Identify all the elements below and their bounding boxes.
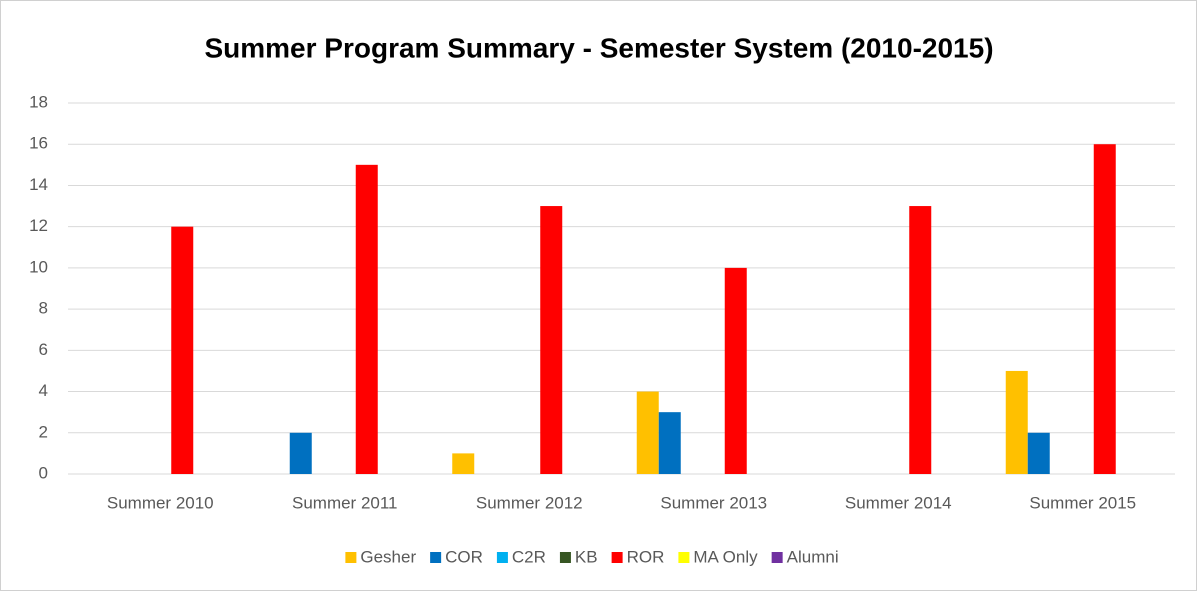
x-tick-label: Summer 2013 [660, 493, 767, 512]
y-tick-label: 2 [39, 422, 48, 441]
legend-swatch [345, 552, 357, 563]
y-tick-label: 10 [29, 257, 48, 276]
legend-swatch [430, 552, 442, 563]
y-tick-label: 12 [29, 216, 48, 235]
legend-label: MA Only [693, 547, 758, 566]
legend-swatch [496, 552, 508, 563]
y-tick-label: 16 [29, 134, 48, 153]
legend-swatch [611, 552, 623, 563]
bar [636, 391, 659, 474]
bar [1027, 432, 1050, 474]
y-tick-label: 8 [39, 299, 48, 318]
y-tick-label: 14 [29, 175, 48, 194]
bar [355, 164, 378, 475]
y-tick-label: 18 [29, 92, 48, 111]
legend-swatch [771, 552, 783, 563]
x-tick-label: Summer 2011 [292, 493, 398, 512]
x-tick-label: Summer 2015 [1029, 493, 1136, 512]
legend-label: ROR [627, 547, 665, 566]
y-tick-label: 4 [39, 381, 48, 400]
bar [724, 267, 747, 474]
bar [171, 226, 194, 474]
legend-label: KB [575, 547, 598, 566]
legend-swatch [559, 552, 571, 563]
legend-label: COR [445, 547, 483, 566]
bar [289, 432, 312, 474]
bar [1093, 144, 1116, 474]
chart-title: Summer Program Summary - Semester System… [204, 32, 993, 63]
legend-label: Alumni [787, 547, 839, 566]
bar [909, 206, 932, 475]
x-tick-label: Summer 2012 [476, 493, 583, 512]
legend-label: Gesher [360, 547, 416, 566]
y-tick-label: 6 [39, 340, 48, 359]
x-tick-label: Summer 2010 [107, 493, 214, 512]
y-tick-label: 0 [39, 463, 48, 482]
x-tick-label: Summer 2014 [845, 493, 952, 512]
bar [540, 206, 563, 475]
bar [452, 453, 475, 474]
legend-swatch [678, 552, 690, 563]
bar [658, 412, 681, 474]
bar [1005, 370, 1028, 474]
legend-label: C2R [512, 547, 546, 566]
